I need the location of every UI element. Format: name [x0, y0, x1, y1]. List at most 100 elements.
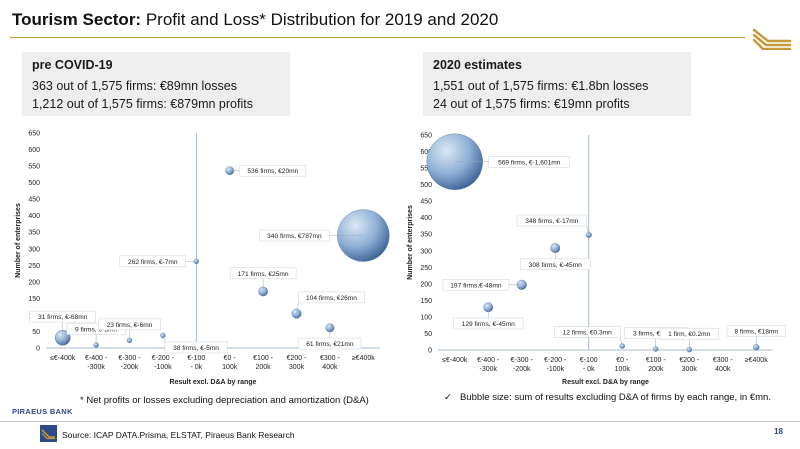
x-tick-label: ≥€400k [352, 355, 375, 362]
data-label: 569 firms, €-1,601mn [498, 159, 561, 166]
data-label: 12 firms, €0.3mn [563, 330, 612, 337]
label-leader-line [586, 225, 589, 235]
x-tick-label: €300 -400k [320, 355, 341, 371]
x-tick-label: €-300 --200k [118, 355, 141, 371]
x-tick-label: €-200 --100k [152, 355, 175, 371]
data-label: 340 firms, €787mn [267, 233, 322, 240]
pre-covid-bubble-chart: 050100150200250300350400450500550600650N… [15, 131, 390, 386]
x-tick-label: €-300 --200k [511, 357, 534, 373]
x-tick-label: ≤€-400k [50, 355, 76, 362]
x-axis-label: Result excl. D&A by range [170, 379, 257, 386]
y-tick-label: 100 [420, 314, 432, 321]
estimates-2020-heading: 2020 estimates [433, 58, 522, 72]
x-tick-label: ≥€400k [745, 357, 768, 364]
estimates-2020-summary-box: 2020 estimates 1,551 out of 1,575 firms:… [423, 52, 691, 116]
y-tick-label: 300 [28, 246, 40, 253]
page-title: Tourism Sector: Profit and Loss* Distrib… [12, 10, 498, 30]
x-tick-label: €200 -300k [679, 357, 700, 373]
y-tick-label: 150 [420, 298, 432, 305]
data-label: 104 firms, €26mn [306, 295, 357, 302]
data-label: 129 firms, €-45mn [462, 321, 515, 328]
x-tick-label: €100 -200k [253, 355, 274, 371]
data-label: 9 firms, €-3mn [75, 327, 117, 334]
data-label: 171 firms, €25mn [238, 271, 289, 278]
bubble-size-note: ✓ Bubble size: sum of results excluding D… [444, 392, 771, 403]
x-tick-label: €-100- 0k [580, 357, 598, 373]
y-tick-label: 650 [28, 131, 40, 138]
data-label-box [298, 291, 365, 304]
y-tick-label: 500 [420, 182, 432, 189]
x-tick-label: ≤€-400k [442, 357, 468, 364]
pre-covid-profits-line: 1,212 out of 1,575 firms: €879mn profits [32, 97, 253, 111]
y-tick-label: 200 [28, 279, 40, 286]
y-tick-label: 250 [420, 265, 432, 272]
estimates-2020-bubble-chart: 0 50 100 150 200 250 300 350 400 450 500 550 600 650 N… [407, 133, 786, 386]
data-label: 23 firms, €-6mn [107, 322, 153, 329]
data-label-box [229, 267, 297, 280]
y-tick-label: 250 [28, 263, 40, 270]
data-label-box [726, 325, 786, 337]
title-bold: Tourism Sector: [12, 10, 142, 29]
bubble-point [585, 231, 592, 238]
x-axis-label: Result excl. D&A by range [562, 379, 649, 386]
data-label-box [239, 164, 307, 177]
x-tick-label: €300 -400k [713, 357, 734, 373]
y-tick-label: 0 [36, 346, 40, 353]
y-tick-label: 350 [420, 232, 432, 239]
y-tick-label: 50 [424, 331, 432, 338]
data-label: 308 firms, €-45mn [529, 262, 582, 269]
data-label: 536 firms, €20mn [247, 168, 298, 175]
x-tick-label: €0 -100k [222, 355, 238, 371]
y-tick-label: 50 [32, 329, 40, 336]
y-tick-label: 350 [28, 230, 40, 237]
data-label: 1 firm, €0.2mn [668, 331, 710, 338]
x-tick-label: €-200 --100k [544, 357, 567, 373]
y-tick-label: 500 [28, 180, 40, 187]
page-number: 18 [774, 427, 783, 436]
data-label-box [98, 318, 161, 331]
pre-covid-heading: pre COVID-19 [32, 58, 113, 72]
data-label-box [164, 341, 228, 354]
y-tick-label: 550 [420, 166, 432, 173]
piraeus-logo-icon [40, 425, 57, 442]
y-tick-label: 550 [28, 164, 40, 171]
x-tick-label: €100 -200k [646, 357, 667, 373]
y-tick-label: 400 [420, 215, 432, 222]
check-icon: ✓ [444, 392, 452, 403]
data-label-box [119, 255, 187, 268]
label-leader-line [162, 335, 166, 343]
x-tick-label: €200 -300k [287, 355, 308, 371]
data-label: 61 firms, €21mn [306, 341, 354, 348]
source-note: Source: ICAP DATA.Prisma, ELSTAT, Piraeu… [62, 430, 295, 440]
y-axis-label: Number of enterprises [15, 203, 22, 278]
title-underline [10, 37, 745, 38]
data-label: 197 firms,€-48mn [450, 282, 502, 289]
data-label: 38 firms, €-5mn [173, 345, 219, 352]
estimates-2020-losses-line: 1,551 out of 1,575 firms: €1.8bn losses [433, 79, 649, 93]
y-axis-label: Number of enterprises [407, 205, 414, 280]
pre-covid-summary-box: pre COVID-19 363 out of 1,575 firms: €89… [22, 52, 290, 116]
estimates-2020-profits-line: 24 out of 1,575 firms: €19mn profits [433, 97, 630, 111]
y-tick-label: 450 [28, 197, 40, 204]
y-tick-label: 600 [420, 149, 432, 156]
data-label-box [298, 337, 362, 350]
pre-covid-losses-line: 363 out of 1,575 firms: €89mn losses [32, 79, 237, 93]
y-tick-label: 150 [28, 296, 40, 303]
data-label-box [29, 310, 96, 323]
x-tick-label: €-100- 0k [187, 355, 205, 371]
y-tick-label: 400 [28, 213, 40, 220]
y-tick-label: 0 [428, 348, 432, 355]
data-label-box [659, 327, 719, 340]
bank-name: PIRAEUS BANK [12, 407, 73, 416]
label-leader-line [620, 337, 623, 347]
title-rest: Profit and Loss* Distribution for 2019 a… [145, 10, 499, 29]
y-tick-label: 450 [420, 199, 432, 206]
decorative-stripes-icon [752, 28, 792, 50]
x-tick-label: €0 -100k [615, 357, 631, 373]
data-label: 8 firms, €18mn [734, 328, 778, 335]
footer-divider [0, 421, 800, 422]
data-label-box [554, 326, 621, 338]
data-label: 262 firms, €-7mn [128, 259, 178, 266]
data-label-box [516, 214, 587, 227]
data-label-box [259, 229, 330, 242]
